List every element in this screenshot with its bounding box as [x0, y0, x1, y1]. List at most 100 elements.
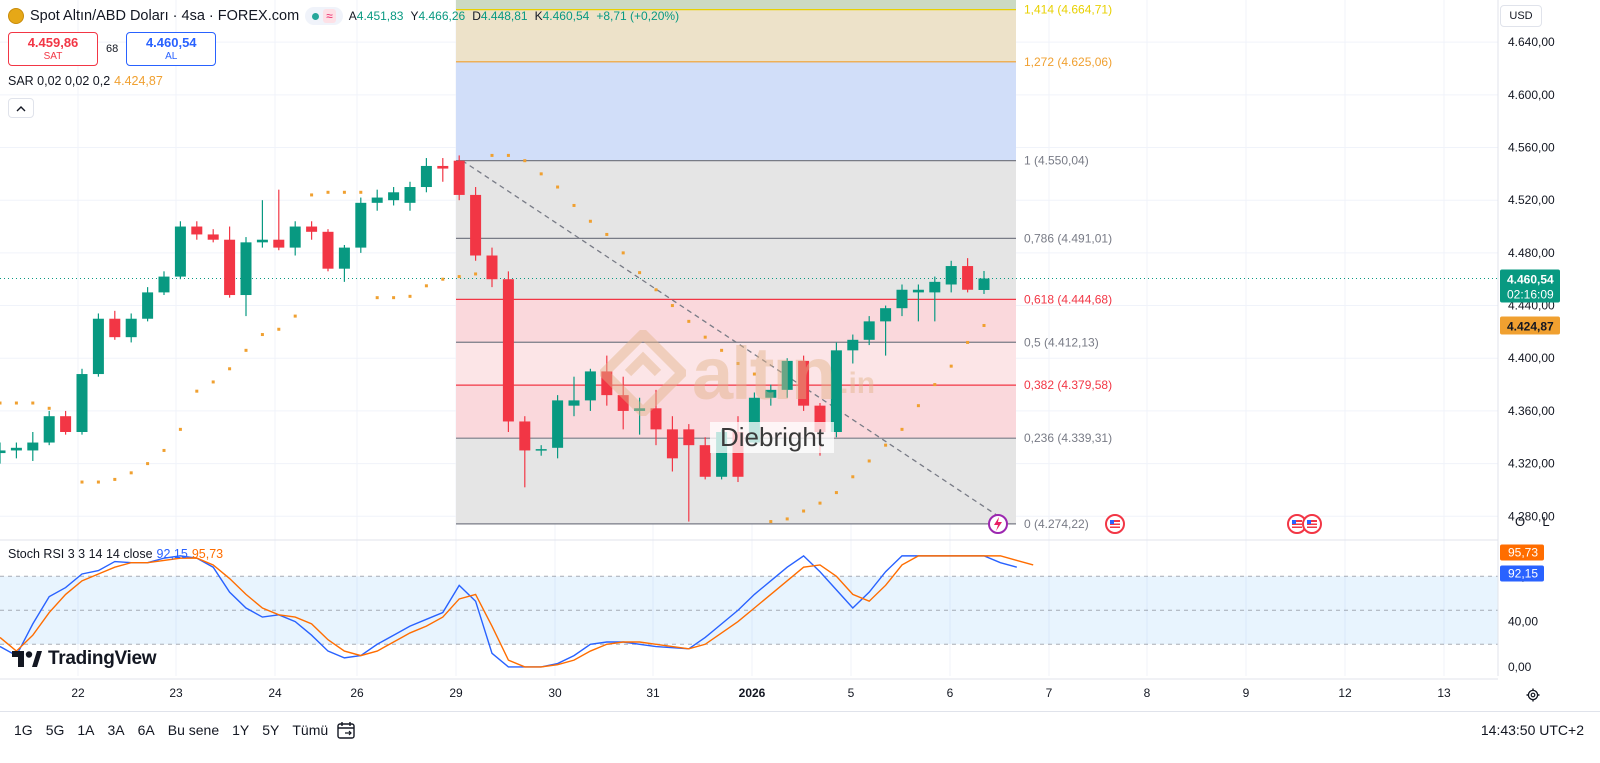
- candle-body: [60, 416, 72, 432]
- range-button[interactable]: 1G: [14, 722, 33, 738]
- sell-button[interactable]: 4.459,86 SAT: [8, 32, 98, 66]
- candle: [273, 189, 285, 251]
- candle-body: [207, 234, 219, 240]
- market-status[interactable]: ≈: [305, 7, 343, 25]
- candle: [880, 305, 892, 356]
- fib-trend-line: [461, 160, 1011, 525]
- sar-legend[interactable]: SAR 0,02 0,02 0,2 4.424,87: [8, 74, 163, 88]
- calendar-icon[interactable]: [336, 720, 356, 740]
- stoch-d-badge: [1500, 544, 1544, 561]
- candle: [896, 284, 908, 317]
- candle-body: [765, 389, 777, 398]
- candle-body: [683, 429, 695, 446]
- sar-dot: [703, 335, 707, 339]
- candle: [552, 395, 564, 459]
- candle-body: [716, 432, 728, 477]
- candle: [43, 410, 55, 446]
- range-button[interactable]: Tümü: [292, 722, 329, 738]
- time-axis-label: 5: [848, 686, 855, 700]
- range-button[interactable]: 1A: [77, 722, 95, 738]
- candle-body: [240, 242, 252, 296]
- sar-dot: [310, 193, 314, 197]
- linear-scale-button[interactable]: L: [1542, 513, 1550, 529]
- stoch-rsi-legend[interactable]: Stoch RSI 3 3 14 14 close 92,15 95,73: [8, 547, 223, 561]
- utc-clock[interactable]: 14:43:50 UTC+2: [1480, 722, 1584, 738]
- candle-body: [306, 226, 318, 232]
- range-button[interactable]: 5G: [45, 722, 65, 738]
- bottom-toolbar: 1G 5G 1A 3A 6A Bu sene 1Y 5Y Tümü 14:43:50 UTC+2: [0, 711, 1600, 763]
- sar-dot: [375, 296, 379, 300]
- candle-body: [847, 339, 859, 351]
- settings-gear-icon[interactable]: [1526, 688, 1540, 702]
- sar-dot: [982, 323, 986, 327]
- sar-dot: [785, 517, 789, 521]
- candle-body: [798, 360, 810, 406]
- range-button[interactable]: 5Y: [262, 722, 280, 738]
- log-scale-button[interactable]: O: [1514, 513, 1526, 529]
- sar-dot: [884, 443, 888, 447]
- candle: [765, 384, 777, 406]
- fib-level-label: 0,382 (4.379,58): [1024, 378, 1112, 392]
- range-button[interactable]: 1Y: [232, 722, 250, 738]
- candle: [174, 221, 186, 280]
- candle: [830, 342, 842, 438]
- candle-body: [404, 187, 416, 203]
- candle: [404, 181, 416, 211]
- range-button[interactable]: Bu sene: [167, 722, 220, 738]
- collapse-legend-button[interactable]: [8, 98, 34, 118]
- time-axis-label: 30: [548, 686, 562, 700]
- candle: [125, 313, 137, 343]
- candle: [355, 197, 367, 253]
- candle-body: [338, 247, 350, 269]
- candle-body: [158, 276, 170, 293]
- sar-dot: [14, 401, 18, 405]
- flag-stripe: [1110, 522, 1120, 524]
- candle-body: [43, 416, 55, 443]
- chart-canvas[interactable]: 1,414 (4.664,71) 1,272 (4.625,06) 1 (4.550…: [0, 0, 1600, 711]
- flag-stripe: [1292, 525, 1302, 527]
- candle: [60, 410, 72, 435]
- range-button[interactable]: 6A: [137, 722, 155, 738]
- candle: [322, 229, 334, 272]
- time-axis-label: 8: [1144, 686, 1151, 700]
- stoch-k-axis-label: 92,15: [1508, 566, 1538, 580]
- stoch-k-value: 92,15: [156, 547, 188, 561]
- time-axis-label: 12: [1338, 686, 1352, 700]
- tradingview-logo[interactable]: TradingView: [12, 648, 157, 670]
- price-axis-tick: 4.480,00: [1508, 246, 1555, 260]
- economic-event-marker: [1302, 514, 1322, 534]
- candle: [519, 416, 531, 488]
- ohlc-item: Y4.466,26: [410, 9, 465, 23]
- candle: [109, 310, 121, 340]
- sar-dot: [0, 401, 2, 405]
- candle-body: [388, 192, 400, 201]
- buy-button[interactable]: 4.460,54 AL: [126, 32, 217, 66]
- sar-dot: [474, 272, 478, 276]
- sar-dot: [802, 509, 806, 513]
- symbol-title[interactable]: Spot Altın/ABD Doları · 4sa · FOREX.com: [30, 8, 300, 24]
- sar-dot: [260, 333, 264, 337]
- stoch-k-badge: [1500, 565, 1544, 582]
- range-button[interactable]: 3A: [107, 722, 125, 738]
- candle: [486, 247, 498, 288]
- sar-dot: [818, 501, 822, 505]
- candle: [535, 445, 547, 456]
- lightning-bolt: [994, 517, 1002, 531]
- candle: [962, 258, 974, 293]
- candle-body: [617, 395, 629, 411]
- market-open-icon: [312, 12, 320, 20]
- price-axis-tick: 4.600,00: [1508, 88, 1555, 102]
- date-range-list: 1G 5G 1A 3A 6A Bu sene 1Y 5Y Tümü: [14, 722, 328, 738]
- fib-level-label: 0,786 (4.491,01): [1024, 231, 1112, 245]
- sar-dot: [933, 383, 937, 387]
- sar-dot: [490, 153, 494, 157]
- candle-body: [273, 239, 285, 248]
- stoch-d-line: [0, 555, 1034, 668]
- flag-canton: [1292, 520, 1296, 524]
- candle-body: [830, 350, 842, 432]
- candle-body: [748, 397, 760, 443]
- time-axis-label: 23: [169, 686, 183, 700]
- symbol-header: Spot Altın/ABD Doları · 4sa · FOREX.com …: [8, 4, 679, 28]
- currency-selector[interactable]: USD: [1500, 5, 1542, 27]
- sar-price-badge: [1500, 316, 1560, 335]
